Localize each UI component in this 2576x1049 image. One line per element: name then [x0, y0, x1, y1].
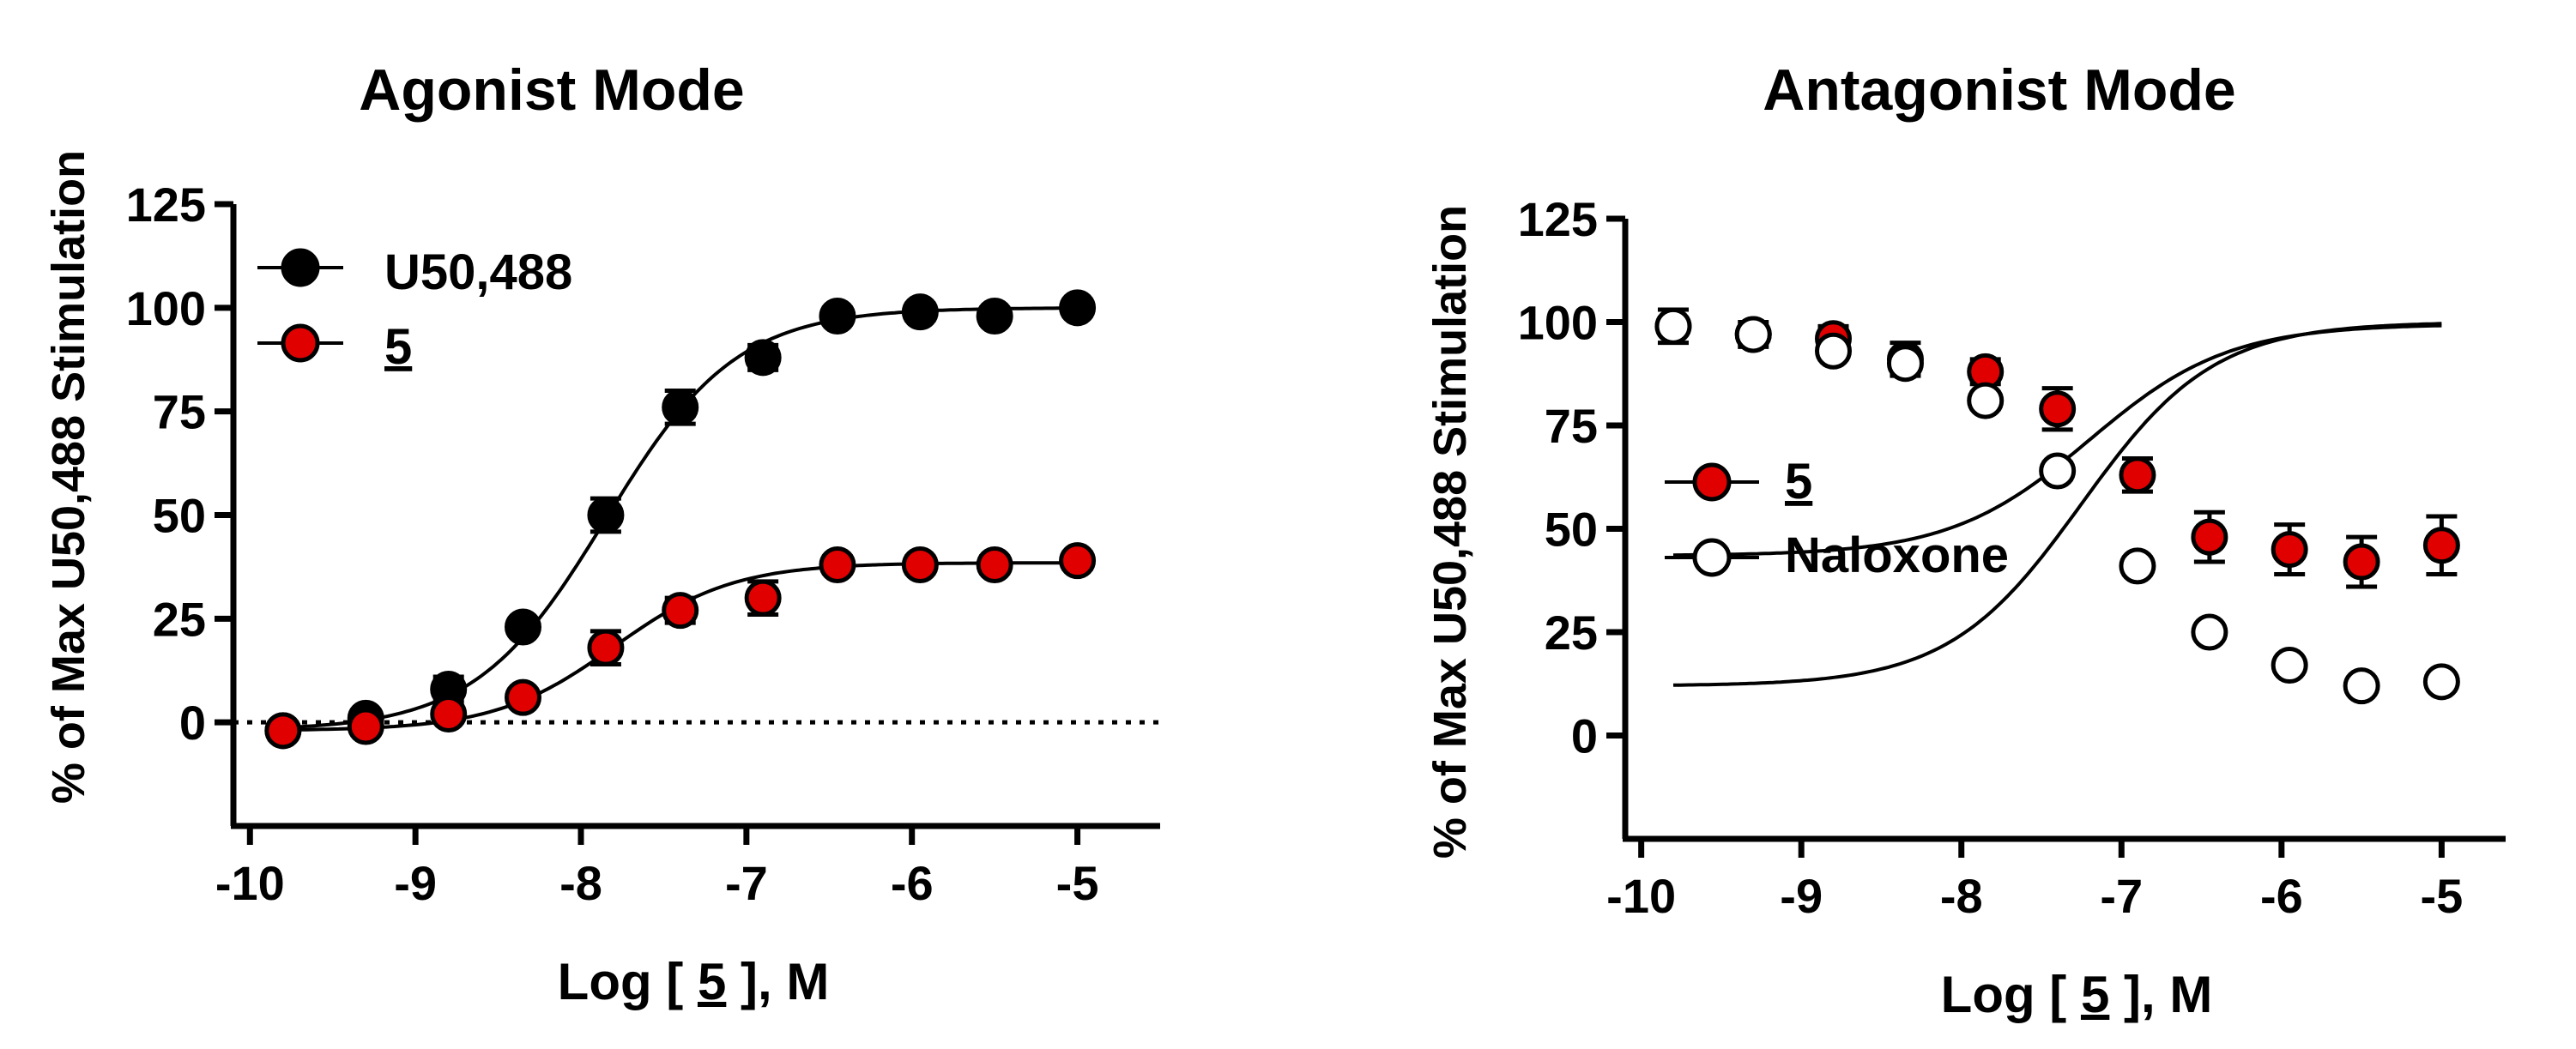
agonist-y-tick-label: 0	[179, 696, 206, 750]
agonist-data-markers	[264, 289, 1097, 750]
agonist-y-tick-label: 75	[153, 385, 206, 439]
antagonist-x-tick-label: -6	[2260, 869, 2303, 923]
agonist-data-point-s1	[505, 678, 541, 716]
antagonist-axes: 0 25 50 75 100 125 -10 -9 -8 -7 -6 -5	[1518, 192, 2506, 923]
agonist-title: Agonist Mode	[359, 57, 745, 123]
antagonist-data-point-s0	[2191, 518, 2228, 556]
agonist-x-tick-label: -10	[215, 856, 285, 910]
antagonist-y-tick-label: 0	[1571, 709, 1598, 763]
antagonist-data-point-s1	[1734, 316, 1772, 353]
agonist-data-point-s1	[1059, 542, 1097, 580]
antagonist-x-tick-label: -10	[1606, 869, 1676, 923]
agonist-xlabel-compound: 5	[698, 953, 726, 1010]
agonist-y-tick-label: 50	[153, 489, 206, 543]
antagonist-legend-marker-1	[1692, 538, 1732, 577]
agonist-x-tick-label: -6	[891, 856, 934, 910]
antagonist-x-tick-label: -8	[1940, 869, 1983, 923]
antagonist-data-point-s1	[1654, 307, 1692, 345]
agonist-data-point-s0	[901, 293, 939, 331]
antagonist-fit-curve-1	[1672, 322, 2442, 687]
antagonist-x-tick-label: -7	[2100, 869, 2143, 923]
agonist-data-point-s1	[819, 546, 856, 583]
antagonist-y-tick-label: 50	[1545, 503, 1598, 557]
antagonist-data-point-s0	[2271, 531, 2308, 569]
antagonist-data-point-s1	[1886, 345, 1924, 383]
agonist-x-tick-label: -9	[394, 856, 437, 910]
antagonist-data-point-s1	[2119, 547, 2156, 585]
antagonist-data-point-s1	[2039, 452, 2077, 490]
agonist-y-tick-label: 125	[126, 178, 206, 232]
agonist-data-point-s1	[587, 629, 625, 666]
antagonist-y-tick-label: 125	[1518, 192, 1598, 246]
antagonist-data-point-s1	[1815, 332, 1853, 370]
agonist-data-point-s0	[744, 339, 782, 377]
agonist-y-tick-label: 100	[126, 281, 206, 335]
antagonist-data-point-s1	[2422, 663, 2460, 701]
agonist-data-point-s1	[264, 712, 302, 750]
antagonist-data-point-s0	[2343, 543, 2380, 581]
agonist-panel: Agonist Mode % of Max U50,488 Stimulatio…	[43, 57, 1160, 1010]
antagonist-x-tick-label: -5	[2420, 869, 2463, 923]
antagonist-y-tick-label: 75	[1545, 399, 1598, 453]
antagonist-data-point-s0	[2119, 456, 2156, 494]
antagonist-y-tick-label: 25	[1545, 606, 1598, 660]
agonist-data-point-s0	[819, 298, 856, 335]
antagonist-legend-label-naloxone: Naloxone	[1785, 528, 2009, 583]
agonist-data-point-s1	[744, 579, 782, 617]
agonist-data-point-s1	[901, 546, 939, 583]
antagonist-legend-label-5: 5	[1785, 454, 1812, 509]
agonist-data-point-s0	[1059, 289, 1097, 327]
agonist-legend-marker-1	[281, 323, 320, 363]
agonist-xlabel: Log [ 5 ], M	[558, 953, 830, 1010]
agonist-legend: U50,488 5	[257, 244, 572, 375]
antagonist-data-point-s1	[2343, 667, 2380, 705]
agonist-legend-label-u50488: U50,488	[384, 244, 572, 300]
antagonist-data-point-s1	[1967, 382, 2005, 419]
antagonist-x-tick-label: -9	[1780, 869, 1823, 923]
agonist-y-tick-label: 25	[153, 592, 206, 646]
antagonist-title: Antagonist Mode	[1763, 57, 2236, 123]
agonist-x-tick-label: -8	[559, 856, 602, 910]
agonist-x-tick-label: -7	[725, 856, 768, 910]
agonist-data-point-s0	[662, 389, 699, 426]
agonist-x-tick-label: -5	[1056, 856, 1099, 910]
antagonist-data-markers	[1654, 307, 2460, 705]
antagonist-xlabel-suffix: ], M	[2109, 966, 2212, 1023]
antagonist-data-point-s0	[2039, 390, 2077, 428]
agonist-data-point-s1	[976, 546, 1013, 583]
antagonist-xlabel-prefix: Log [	[1941, 966, 2081, 1023]
agonist-data-point-s1	[430, 696, 468, 732]
agonist-legend-marker-0	[281, 248, 320, 287]
agonist-ylabel: % of Max U50,488 Stimulation	[43, 150, 94, 804]
antagonist-legend: 5 Naloxone	[1665, 454, 2009, 583]
agonist-axes: 0 25 50 75 100 125 -10 -9 -8 -7 -6 -5	[126, 178, 1160, 910]
agonist-legend-label-5: 5	[384, 319, 412, 375]
antagonist-xlabel: Log [ 5 ], M	[1941, 966, 2213, 1023]
agonist-data-point-s0	[505, 608, 541, 646]
antagonist-y-tick-label: 100	[1518, 296, 1598, 350]
antagonist-ylabel: % of Max U50,488 Stimulation	[1424, 205, 1476, 859]
antagonist-data-point-s1	[2191, 613, 2228, 651]
antagonist-legend-marker-0	[1692, 462, 1732, 502]
agonist-data-point-s0	[587, 497, 625, 534]
agonist-xlabel-prefix: Log [	[558, 953, 698, 1010]
agonist-data-point-s0	[976, 298, 1013, 335]
antagonist-data-point-s1	[2271, 647, 2308, 684]
antagonist-panel: Antagonist Mode % of Max U50,488 Stimula…	[1424, 57, 2506, 1023]
agonist-data-point-s1	[662, 592, 699, 630]
antagonist-data-point-s0	[2422, 527, 2460, 564]
agonist-xlabel-suffix: ], M	[726, 953, 829, 1010]
antagonist-xlabel-compound: 5	[2081, 966, 2109, 1023]
agonist-data-point-s1	[347, 708, 384, 745]
